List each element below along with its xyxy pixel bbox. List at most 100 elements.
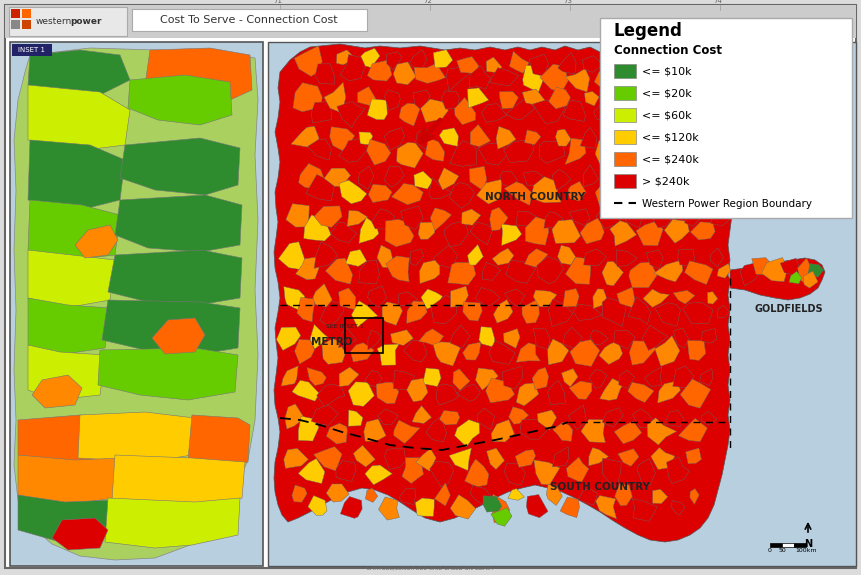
- Polygon shape: [371, 209, 394, 229]
- Bar: [10, 42, 263, 566]
- Bar: [268, 42, 855, 566]
- Polygon shape: [739, 262, 759, 286]
- Polygon shape: [28, 200, 120, 260]
- Polygon shape: [505, 260, 535, 283]
- Polygon shape: [430, 208, 451, 231]
- Polygon shape: [386, 52, 401, 70]
- Polygon shape: [351, 301, 377, 327]
- Polygon shape: [358, 166, 374, 189]
- Polygon shape: [468, 66, 490, 89]
- Polygon shape: [531, 367, 548, 390]
- Polygon shape: [321, 339, 345, 365]
- Polygon shape: [469, 125, 490, 147]
- Polygon shape: [552, 170, 570, 190]
- Polygon shape: [294, 46, 322, 76]
- Polygon shape: [564, 138, 585, 164]
- Polygon shape: [679, 379, 709, 408]
- Polygon shape: [298, 416, 319, 441]
- Polygon shape: [613, 331, 635, 349]
- Polygon shape: [502, 366, 522, 389]
- Polygon shape: [357, 87, 376, 106]
- Text: 73°: 73°: [563, 0, 576, 4]
- Polygon shape: [293, 83, 322, 112]
- Polygon shape: [418, 222, 436, 239]
- Bar: [22, 9, 31, 18]
- Polygon shape: [470, 485, 492, 506]
- Polygon shape: [788, 271, 801, 283]
- Polygon shape: [446, 67, 470, 91]
- Polygon shape: [338, 288, 356, 310]
- Text: METRO: METRO: [311, 337, 352, 347]
- Polygon shape: [605, 168, 629, 186]
- Polygon shape: [584, 91, 598, 106]
- Polygon shape: [439, 128, 458, 146]
- Polygon shape: [367, 99, 387, 120]
- Polygon shape: [657, 381, 679, 403]
- Polygon shape: [325, 484, 349, 502]
- Polygon shape: [310, 324, 327, 349]
- Polygon shape: [313, 283, 331, 308]
- Polygon shape: [718, 133, 734, 149]
- Polygon shape: [684, 261, 712, 285]
- Polygon shape: [650, 101, 673, 123]
- Polygon shape: [719, 90, 731, 108]
- Polygon shape: [409, 50, 426, 69]
- Polygon shape: [292, 380, 319, 401]
- Polygon shape: [449, 325, 469, 348]
- Polygon shape: [532, 328, 549, 350]
- Polygon shape: [641, 325, 667, 351]
- Polygon shape: [516, 383, 538, 406]
- Polygon shape: [652, 489, 667, 504]
- Polygon shape: [339, 55, 369, 80]
- Polygon shape: [376, 245, 392, 268]
- Polygon shape: [338, 139, 367, 162]
- Polygon shape: [582, 56, 603, 72]
- Polygon shape: [340, 497, 362, 518]
- Polygon shape: [552, 422, 572, 441]
- Polygon shape: [706, 181, 727, 203]
- Text: Connection Cost: Connection Cost: [613, 44, 722, 57]
- Polygon shape: [664, 411, 684, 427]
- Polygon shape: [492, 300, 512, 323]
- Polygon shape: [479, 327, 494, 347]
- Polygon shape: [336, 461, 356, 481]
- Polygon shape: [384, 90, 400, 110]
- Polygon shape: [644, 367, 661, 386]
- Polygon shape: [449, 182, 474, 208]
- Polygon shape: [105, 498, 239, 548]
- Polygon shape: [474, 288, 499, 306]
- Polygon shape: [691, 132, 713, 149]
- Polygon shape: [573, 304, 601, 320]
- Polygon shape: [456, 385, 480, 401]
- Polygon shape: [278, 242, 305, 270]
- Polygon shape: [276, 327, 300, 350]
- Polygon shape: [449, 141, 476, 166]
- Bar: [613, 86, 635, 100]
- Polygon shape: [616, 287, 634, 308]
- Polygon shape: [429, 462, 453, 487]
- Polygon shape: [546, 485, 561, 505]
- Polygon shape: [425, 417, 446, 442]
- Polygon shape: [348, 410, 362, 426]
- Polygon shape: [760, 258, 786, 282]
- Polygon shape: [523, 130, 540, 145]
- Polygon shape: [702, 98, 723, 124]
- Text: 50: 50: [777, 548, 785, 553]
- Polygon shape: [420, 289, 442, 309]
- Bar: [5, 5, 855, 38]
- Bar: [613, 130, 635, 144]
- Polygon shape: [283, 286, 305, 311]
- Polygon shape: [796, 258, 812, 285]
- Polygon shape: [313, 447, 342, 471]
- Polygon shape: [467, 244, 483, 265]
- Polygon shape: [536, 410, 556, 430]
- Polygon shape: [413, 171, 432, 189]
- Polygon shape: [519, 419, 548, 439]
- Bar: [344, 318, 382, 353]
- Polygon shape: [616, 182, 639, 201]
- Polygon shape: [588, 447, 608, 466]
- Polygon shape: [602, 298, 626, 327]
- Polygon shape: [413, 63, 445, 83]
- Polygon shape: [557, 246, 575, 265]
- Polygon shape: [28, 298, 110, 355]
